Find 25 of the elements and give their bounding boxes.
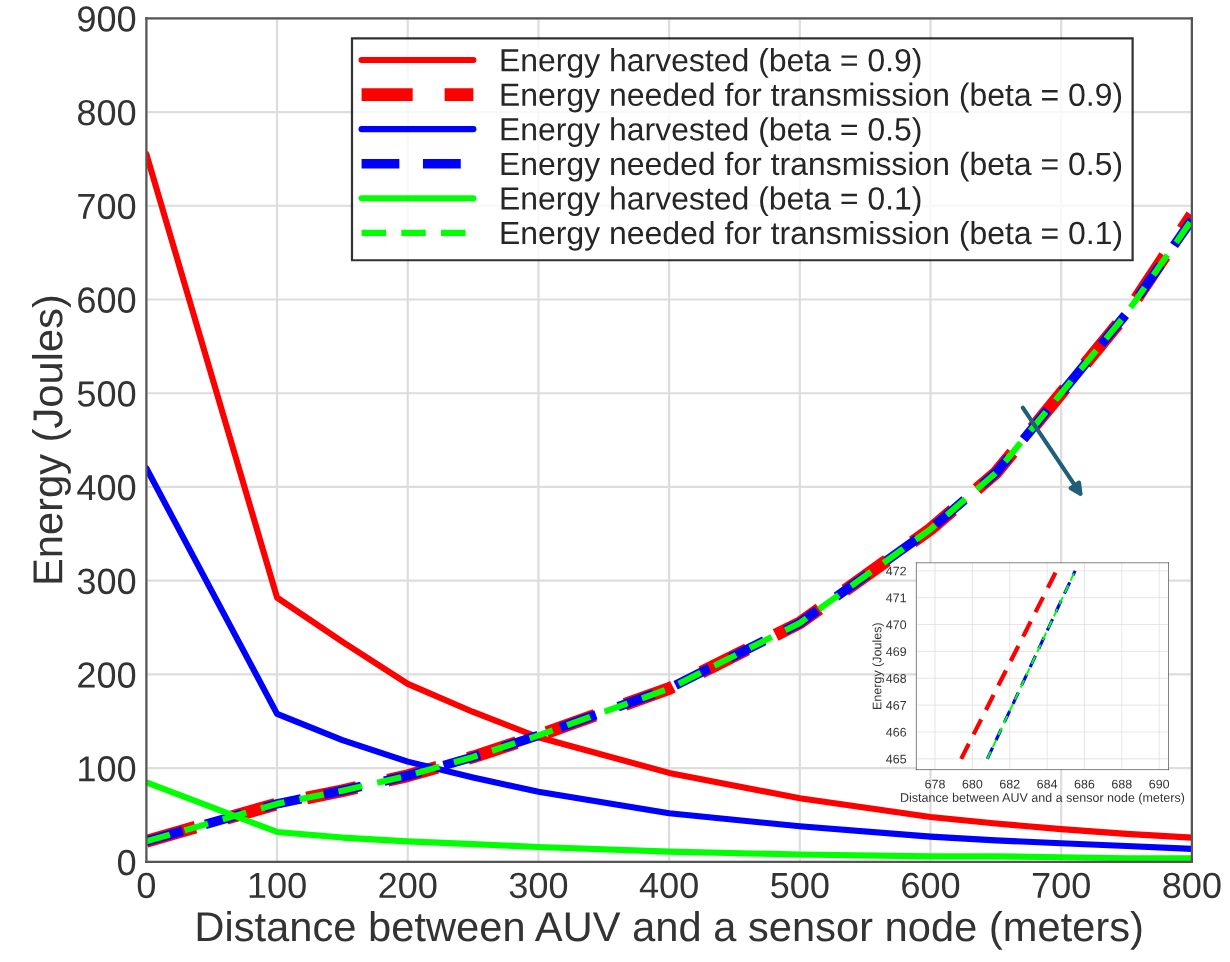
y-tick-label: 800	[77, 99, 136, 126]
legend-label: Energy needed for transmission (beta = 0.1)	[501, 220, 1122, 251]
y-tick-label: 200	[78, 662, 136, 688]
legend-label: Energy harvested (beta = 0.1)	[501, 186, 921, 217]
x-tick-label: 500	[771, 872, 829, 899]
y-tick-label: 900	[78, 6, 136, 32]
x-axis-title: Distance between AUV and a sensor node (meters)	[197, 910, 1142, 950]
x-tick-label: 300	[509, 872, 568, 899]
x-tick-label: 100	[249, 872, 306, 899]
legend-label: Energy needed for transmission (beta = 0.9)	[501, 82, 1122, 113]
legend-label: Energy needed for transmission (beta = 0.5)	[501, 151, 1122, 182]
legend-label: Energy harvested (beta = 0.9)	[501, 48, 921, 78]
y-tick-label: 600	[78, 287, 136, 313]
y-tick-label: 500	[77, 381, 136, 407]
y-tick-label: 400	[77, 474, 136, 501]
x-tick-label: 400	[639, 872, 698, 899]
x-tick-label: 0	[137, 872, 155, 899]
y-tick-label: 700	[78, 193, 136, 220]
legend-label: Energy harvested (beta = 0.5)	[501, 117, 921, 147]
x-tick-label: 800	[1163, 872, 1221, 899]
y-tick-label: 0	[117, 849, 136, 876]
y-tick-label: 300	[77, 568, 136, 595]
x-tick-label: 700	[1032, 872, 1090, 899]
x-tick-label: 200	[379, 872, 437, 899]
y-axis-title: Energy (Joules)	[32, 296, 71, 583]
